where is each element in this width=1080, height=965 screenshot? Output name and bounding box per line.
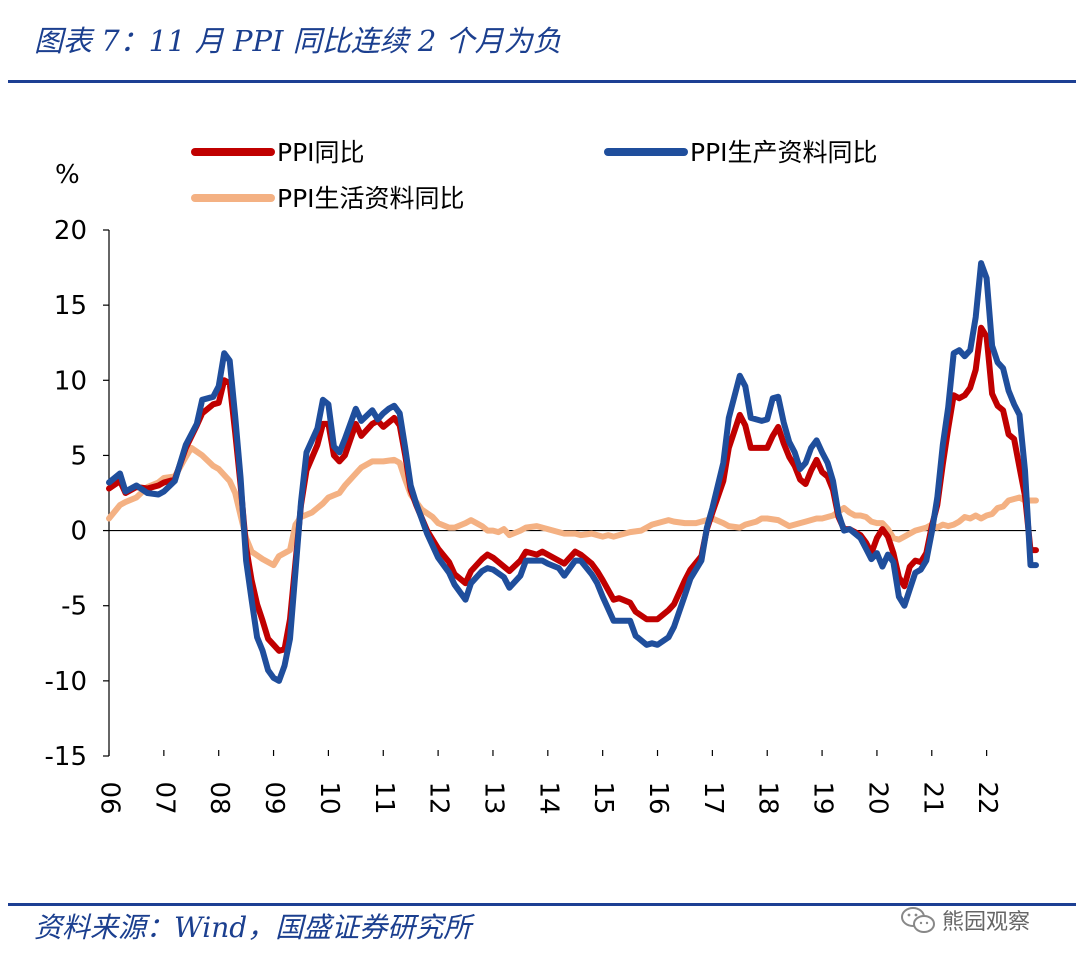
legend-label-0: PPI同比	[277, 138, 365, 167]
wechat-icon	[901, 907, 935, 933]
y-tick-label: 15	[54, 291, 87, 321]
y-tick-label: -5	[61, 592, 87, 622]
x-tick-label: 14	[533, 781, 563, 814]
x-tick-label: 07	[149, 781, 179, 814]
y-axis-unit-label: %	[55, 160, 80, 190]
chart-title: 图表 7：11 月 PPI 同比连续 2 个月为负	[34, 24, 562, 58]
y-tick-label: 5	[70, 441, 87, 471]
x-tick-label: 16	[643, 781, 673, 814]
x-tick-label: 19	[808, 781, 838, 814]
x-tick-label: 21	[917, 781, 947, 814]
source-note: 资料来源：Wind，国盛证券研究所	[34, 911, 472, 944]
x-tick-label: 17	[698, 781, 728, 814]
series-line-1	[106, 260, 1039, 684]
y-tick-label: 10	[54, 366, 87, 396]
y-tick-label: -15	[45, 742, 87, 772]
series-line-0	[106, 324, 1039, 654]
x-tick-label: 08	[204, 781, 234, 814]
x-tick-label: 18	[753, 781, 783, 814]
legend-label-2: PPI生活资料同比	[277, 184, 465, 213]
x-tick-label: 15	[588, 781, 618, 814]
legend-label-1: PPI生产资料同比	[690, 138, 878, 167]
x-tick-label: 12	[424, 781, 454, 814]
x-tick-label: 11	[369, 781, 399, 814]
watermark: 熊园观察	[900, 903, 1030, 937]
series-line-2	[106, 444, 1039, 569]
ppi-line-chart: PPI同比 PPI生产资料同比 PPI生活资料同比 % 20 15 10 5 0 -5 -10 -…	[45, 138, 1039, 815]
source-rule	[8, 903, 1076, 906]
title-rule	[8, 80, 1076, 83]
y-tick-label: 20	[54, 216, 87, 246]
x-tick-label: 10	[314, 781, 344, 814]
x-tick-label: 13	[478, 781, 508, 814]
x-tick-label: 06	[95, 781, 125, 814]
x-tick-label: 22	[972, 781, 1002, 814]
y-tick-label: 0	[70, 517, 87, 547]
watermark-text: 熊园观察	[942, 910, 1031, 935]
y-tick-label: -10	[45, 667, 87, 697]
x-tick-label: 09	[259, 781, 289, 814]
x-tick-label: 20	[862, 781, 892, 814]
